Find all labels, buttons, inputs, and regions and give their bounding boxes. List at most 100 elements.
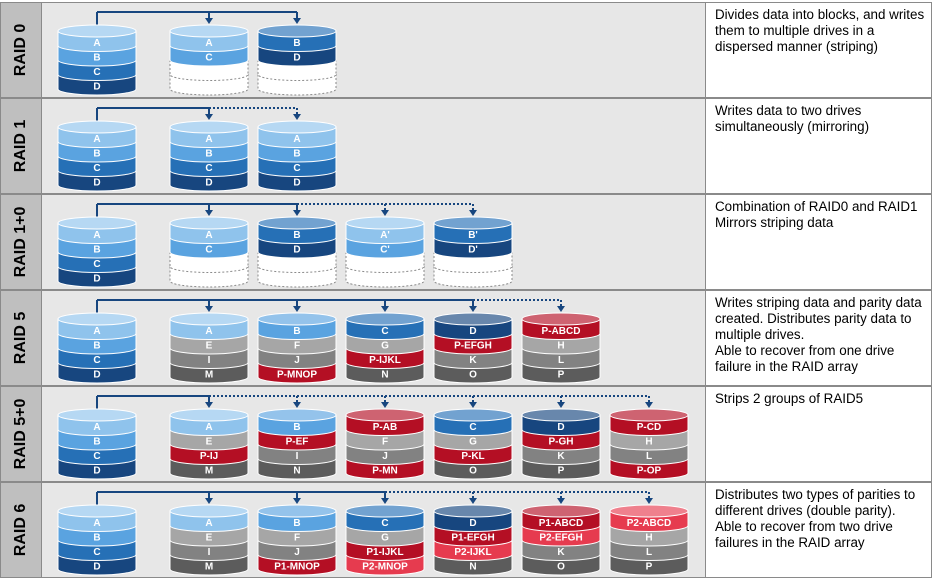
block-label: O	[469, 369, 477, 380]
drive-top	[345, 312, 425, 326]
block-label: H	[645, 436, 652, 447]
disk-drive: P2-MNOP P1-IJKL GC	[345, 504, 425, 576]
block-label: P-EFGH	[454, 340, 492, 351]
block-label: C	[205, 163, 212, 174]
block-label: A	[93, 230, 100, 241]
drive-top	[169, 504, 249, 518]
block-label: C	[93, 547, 100, 558]
drive-top	[169, 312, 249, 326]
block-label: C	[205, 244, 212, 255]
block-label: A	[205, 518, 212, 529]
block-label: C'	[380, 244, 390, 255]
block-label: M	[205, 369, 213, 380]
block-label: A	[93, 134, 100, 145]
block-label: D	[93, 561, 100, 572]
drive-top	[433, 408, 513, 422]
drive-top	[169, 216, 249, 230]
block-label: B	[293, 518, 300, 529]
block-label: C	[381, 518, 388, 529]
block-label: M	[205, 465, 213, 476]
data-flow-connector	[96, 395, 653, 409]
block-label: B	[93, 244, 100, 255]
raid-level-name: RAID 1	[12, 119, 29, 173]
drive-top	[521, 408, 601, 422]
block-label: A	[205, 230, 212, 241]
description-line: Distributes two types of parities to dif…	[715, 487, 916, 518]
block-label: G	[381, 340, 389, 351]
block-label: N	[293, 465, 300, 476]
block-label: D	[93, 465, 100, 476]
disk-drive: M P-IJ EA	[169, 408, 249, 480]
raid-row: RAID 1 D C B A D C B A D C B A Writes data to two dri…	[0, 98, 932, 194]
disk-drive: N P-IJKL GC	[345, 312, 425, 384]
drive-top	[609, 408, 689, 422]
drive-top	[257, 312, 337, 326]
block-label: A	[93, 326, 100, 337]
drive-top	[433, 216, 513, 230]
raid-level-name: RAID 0	[12, 23, 29, 77]
block-label: P-IJKL	[369, 355, 401, 366]
block-label: A	[205, 38, 212, 49]
block-label: B	[293, 326, 300, 337]
block-label: I	[296, 451, 299, 462]
block-label: I	[208, 355, 211, 366]
raid-diagram: DCBAMIEAP1-MNOPJFBP2-MNOPP1-IJKLGCNP2-IJ…	[57, 491, 689, 576]
block-label: H	[557, 340, 564, 351]
disk-drive: P-MNOP JFB	[257, 312, 337, 384]
drive-top	[345, 408, 425, 422]
description-line: Combination of RAID0 and RAID1	[715, 199, 918, 214]
block-label: P2-ABCD	[627, 518, 671, 529]
disk-drive: P1-MNOP JFB	[257, 504, 337, 576]
drive-top	[257, 120, 337, 134]
block-label: P-EF	[286, 436, 309, 447]
block-label: P1-EFGH	[451, 532, 494, 543]
block-label: C	[93, 355, 100, 366]
block-label: E	[206, 436, 213, 447]
description-line: Strips 2 groups of RAID5	[715, 391, 864, 406]
block-label: A	[205, 326, 212, 337]
block-label: B	[293, 230, 300, 241]
disk-drive: P-OP LH P-CD	[609, 408, 689, 480]
block-label: B	[93, 532, 100, 543]
block-label: K	[557, 547, 565, 558]
block-label: G	[469, 436, 477, 447]
block-label: C	[293, 163, 300, 174]
disk-drive: PK P-GH D	[521, 408, 601, 480]
raid-level-label: RAID 0	[0, 2, 42, 98]
raid-description: Writes striping data and parity data cre…	[706, 290, 932, 386]
drive-top	[257, 24, 337, 38]
disk-drive: CA	[169, 216, 249, 288]
block-label: P-CD	[637, 422, 661, 433]
block-label: F	[294, 532, 300, 543]
block-label: D	[293, 52, 300, 63]
disk-drive: PLH P-ABCD	[521, 312, 601, 384]
raid-row: RAID 6 D C B A M I E A P1-MNOP J F B P2-MNOP P1-IJKL G C…	[0, 482, 932, 578]
block-label: D	[93, 369, 100, 380]
drive-top	[57, 504, 137, 518]
block-label: D	[205, 177, 212, 188]
drive-top	[345, 216, 425, 230]
block-label: E	[206, 340, 213, 351]
block-label: N	[381, 369, 388, 380]
block-label: A	[93, 422, 100, 433]
block-label: P-OP	[637, 465, 662, 476]
disk-drive: DB	[257, 24, 337, 96]
block-label: B	[93, 340, 100, 351]
raid-diagram-panel: D C B A C A D B C' A' D' B'	[42, 194, 706, 290]
block-label: E	[206, 532, 213, 543]
drive-top	[57, 120, 137, 134]
disk-drive: C' A'	[345, 216, 425, 288]
block-label: P-IJ	[200, 451, 218, 462]
block-label: D	[469, 326, 476, 337]
block-label: G	[381, 532, 389, 543]
block-label: P-KL	[461, 451, 484, 462]
